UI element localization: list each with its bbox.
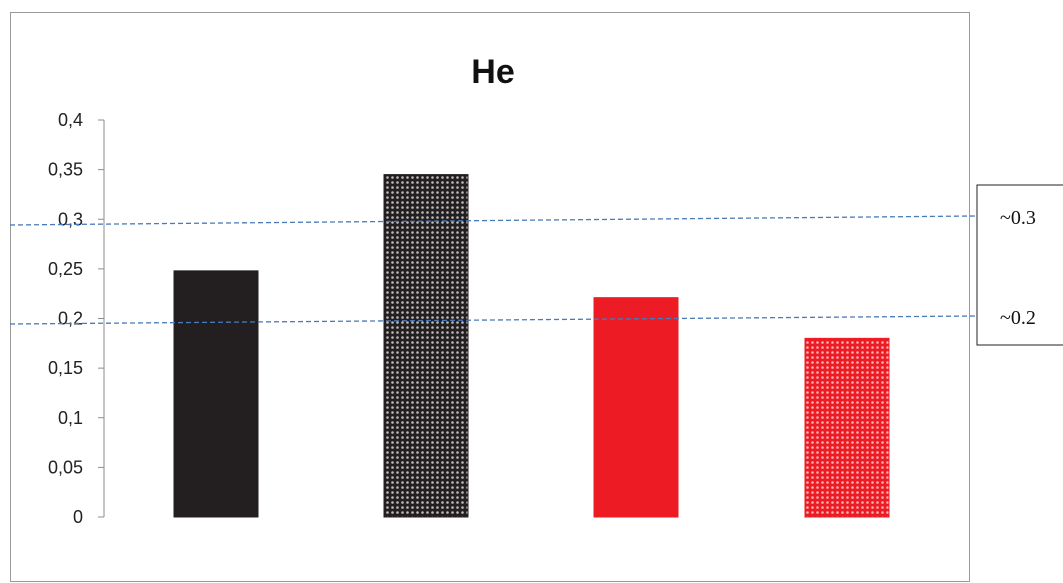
- chart-title: He: [471, 53, 514, 91]
- y-tick-label: 0,1: [58, 408, 83, 428]
- y-tick-label: 0,4: [58, 110, 83, 130]
- bars: [173, 174, 890, 518]
- y-tick-label: 0,2: [58, 309, 83, 329]
- reference-line-1: [9, 215, 976, 226]
- y-tick-label: 0,15: [48, 358, 83, 378]
- bar-1: [173, 270, 259, 518]
- reference-lines: ~0.3 ~0.2: [9, 184, 1063, 346]
- y-tick-label: 0,05: [48, 457, 83, 477]
- reference-label-box: [976, 184, 1063, 346]
- reference-line-2: [9, 315, 976, 325]
- y-tick-label: 0,35: [48, 160, 83, 180]
- bar-4: [804, 337, 890, 518]
- y-axis: 0 0,05 0,1 0,15 0,2 0,25 0,3 0,35 0,4: [48, 110, 105, 527]
- reference-line-label-2: ~0.2: [1000, 307, 1036, 329]
- bar-3: [593, 297, 679, 518]
- bar-2: [383, 174, 469, 518]
- reference-line-label-1: ~0.3: [1000, 207, 1036, 229]
- y-tick-label: 0,3: [58, 209, 83, 229]
- y-tick-label: 0,25: [48, 259, 83, 279]
- y-tick-label: 0: [73, 507, 83, 527]
